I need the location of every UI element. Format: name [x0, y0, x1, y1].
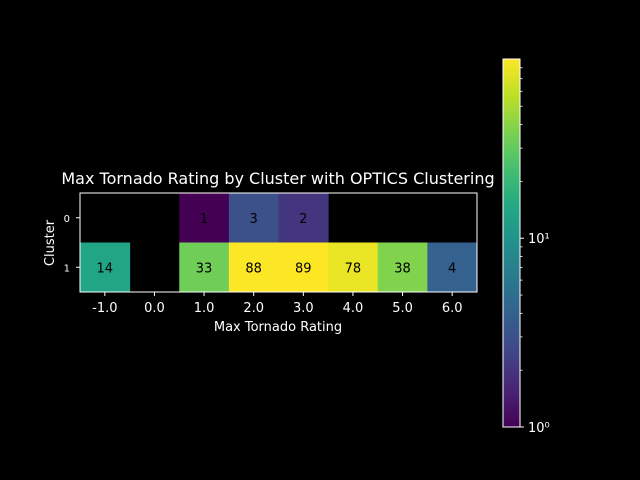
cell-value-label: 78: [345, 261, 362, 276]
y-tick-label: 1: [64, 263, 70, 274]
x-tick-label: -1.0: [92, 301, 117, 316]
heatmap-cell: [80, 242, 131, 293]
colorbar-tick-label: 10¹: [528, 232, 550, 247]
colorbar-frame: [502, 58, 521, 428]
cell-value-label: 38: [394, 261, 411, 276]
cell-value-label: 14: [97, 261, 114, 276]
colorbar: 10⁰ 10¹: [502, 58, 550, 436]
heatmap-cell: [228, 193, 279, 243]
x-tick-label: 4.0: [343, 301, 364, 316]
y-tick-label: 0: [64, 214, 70, 225]
heatmap-cell: [179, 242, 230, 293]
heatmap-cells: 1 3 2 14 33 88 89 78 38 4: [80, 193, 478, 293]
cell-value-label: 89: [295, 261, 312, 276]
x-axis-label: Max Tornado Rating: [214, 320, 342, 335]
heatmap-cell: [328, 242, 379, 293]
cell-value-label: 2: [299, 212, 307, 227]
y-axis: 01: [64, 214, 80, 274]
colorbar-gradient: [503, 59, 520, 427]
x-tick-label: 2.0: [243, 301, 264, 316]
cell-value-label: 1: [200, 212, 208, 227]
x-tick-label: 6.0: [442, 301, 463, 316]
heatmap-cell: [228, 242, 279, 293]
heatmap-cell: [278, 193, 329, 243]
cell-value-label: 4: [448, 261, 456, 276]
x-tick-label: 1.0: [194, 301, 215, 316]
cell-value-label: 3: [250, 212, 258, 227]
x-tick-label: 0.0: [144, 301, 165, 316]
cell-value-label: 88: [245, 261, 262, 276]
x-tick-label: 5.0: [392, 301, 413, 316]
cell-value-label: 33: [196, 261, 213, 276]
y-axis-label: Cluster: [43, 219, 58, 266]
heatmap-cell: [427, 242, 478, 293]
heatmap-cell: [377, 242, 428, 293]
heatmap-cell: [179, 193, 230, 243]
x-tick-label: 3.0: [293, 301, 314, 316]
heatmap-cell: [278, 242, 329, 293]
colorbar-tick-label: 10⁰: [528, 421, 550, 436]
x-axis: -1.0 0.0 1.0 2.0 3.0 4.0 5.0 6.0: [92, 292, 463, 316]
plot-frame: [79, 192, 478, 293]
chart-title: Max Tornado Rating by Cluster with OPTIC…: [61, 169, 494, 188]
